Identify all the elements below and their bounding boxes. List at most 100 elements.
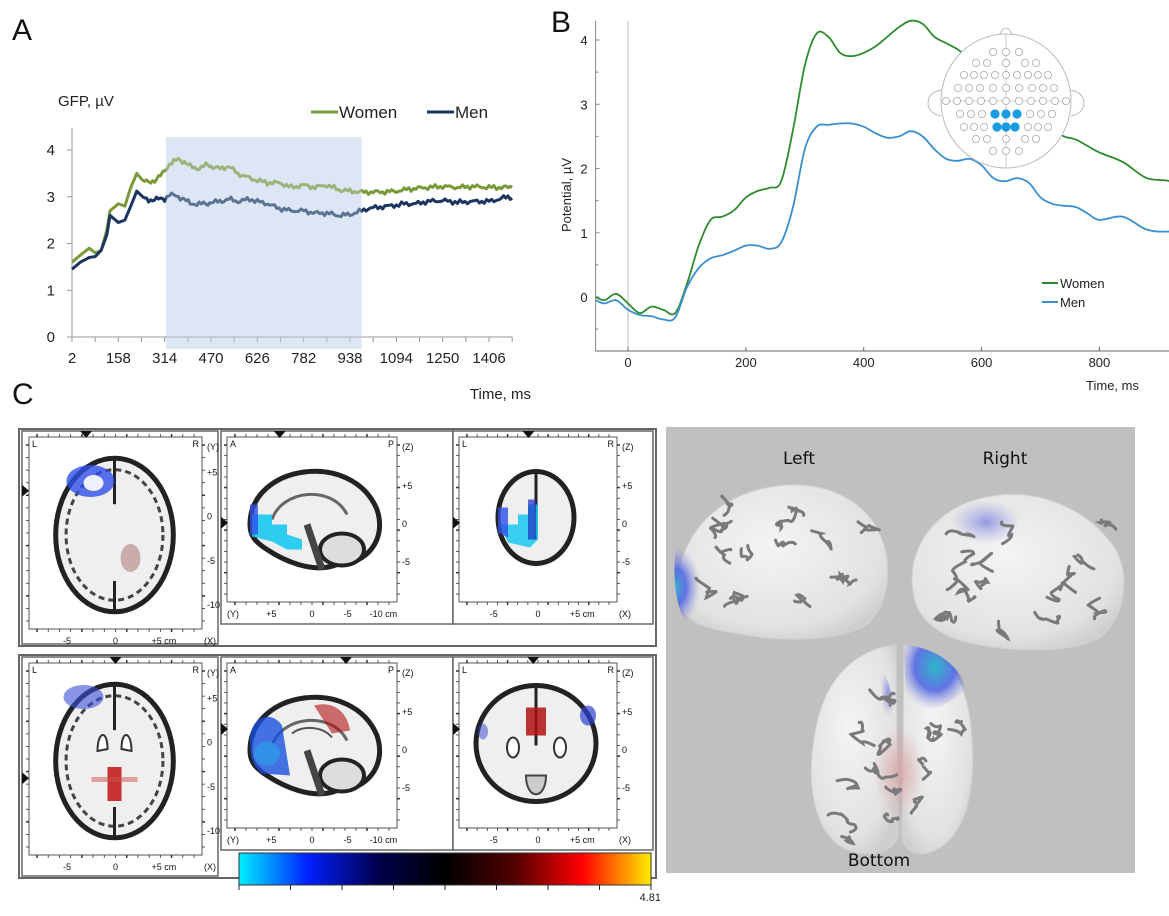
y-tick-label: 1 [47,282,55,299]
legend-label-men: Men [1060,295,1085,310]
electrode [1032,134,1041,143]
chart-b-series [595,19,1169,322]
corner-label-left: L [32,665,37,675]
chart-b-xlabel: Time, ms [1086,378,1139,393]
sulcus [973,577,991,591]
sulcus [1071,553,1096,571]
right-tick-label: 0 [402,519,407,529]
corner-label-right: R [608,665,615,675]
electrode [972,134,981,143]
sulcus [739,544,754,562]
x-tick-label: 158 [106,350,131,367]
right-tick-label: -5 [207,782,215,792]
electrode [1002,84,1011,93]
chart-a-gfp: 2 158 314 470 626 782 938 1094 1250 1406 0 1 2 3 4 GFP… [47,93,531,403]
electrode [989,84,998,93]
electrode-selected [992,122,1002,132]
sulcus [775,509,798,533]
y-tick-label: 4 [47,142,55,159]
sulcus [944,529,976,539]
electrode [976,84,985,93]
cursor-marker-left [221,516,228,529]
head-ear-right [1070,89,1085,117]
corner-label-right: P [388,439,394,449]
x-tick-label: 800 [1089,355,1111,370]
sulcus [835,777,861,791]
view-label-bottom: Bottom [848,851,910,871]
electrode [1024,123,1033,132]
brain-slice-image [247,468,383,571]
right-tick-label: +5 [622,481,632,491]
chart-a-ylabel: GFP, µV [58,93,114,110]
x-tick-label: 0 [624,355,631,370]
panel-label-a: A [12,14,33,47]
brainstem [524,774,548,796]
series-line-men [595,122,1169,322]
chart-b-erp: 020040060080010001200140001234 Potential… [559,19,1169,393]
right-tick-label: +5 [207,694,217,704]
corner-label-right: P [388,665,394,675]
electrode [954,84,963,93]
x-tick-label: 626 [245,350,270,367]
slice-sagittal-row-2: A P (Z) +5 0 -5 (Y) +5 0 -5 -10 cm [220,656,454,851]
electrode [1002,97,1011,106]
brain-slices: L R (Y) +5 0 -5 -10 -5 0 +5 cm (X) A P (Z) +5 0 -5 (Y) +5 0… [21,430,660,904]
electrode [1034,123,1043,132]
brain-bottom-view [810,644,974,855]
x-tick-label: 1250 [426,350,459,367]
electrode [965,84,974,93]
electrode-selected [1001,109,1011,119]
bottom-tick-label: +5 [266,835,276,845]
y-tick-label: 3 [47,189,55,206]
sulcus [999,520,1015,546]
brain-left-view [674,484,889,640]
y-tick-label: 2 [47,236,55,253]
x-tick-label: 782 [291,350,316,367]
sulcus [1033,610,1062,625]
sulcus [714,545,733,565]
electrode [1002,134,1011,143]
sulcus [709,519,733,534]
series-line-women [595,19,1169,316]
electrode [1044,71,1053,80]
x-tick-label: 200 [735,355,757,370]
bottom-tick-label: +5 cm [570,835,595,845]
electrode [1013,71,1022,80]
electrode [967,110,976,119]
axis-label: (Z) [622,442,634,452]
sulcus [1045,581,1078,603]
activation-red [314,704,350,734]
sulcus [840,835,856,846]
cursor-marker-top [340,657,352,664]
sulcus [868,688,896,703]
electrode [1002,59,1011,68]
head-nose [999,27,1013,35]
analysis-window-overlay [165,137,362,349]
electrode [1032,59,1041,68]
electrode [1002,146,1011,155]
electrode [1002,71,1011,80]
activation-red [107,767,122,801]
sulcus [916,756,933,781]
bottom-tick-label: +5 cm [570,609,595,619]
electrode [1015,146,1024,155]
activation-red [120,544,141,572]
colorbar [238,852,652,886]
electrode [1039,84,1048,93]
electrode [1027,97,1036,106]
electrode [1024,71,1033,80]
electrode [1021,59,1030,68]
chart-a-xlabel: Time, ms [470,386,531,403]
electrode [1002,48,1011,57]
cursor-marker-left [22,484,29,497]
electrode [983,134,992,143]
sulcus [848,720,876,748]
electrode [989,97,998,106]
cursor-marker-top [109,657,122,664]
chart-b-ylabel: Potential, µV [559,158,574,232]
cerebellum [318,531,366,568]
sulcus [951,549,976,581]
sulcus [871,762,880,775]
right-tick-label: -10 [207,826,220,836]
x-tick-label: 470 [198,350,223,367]
